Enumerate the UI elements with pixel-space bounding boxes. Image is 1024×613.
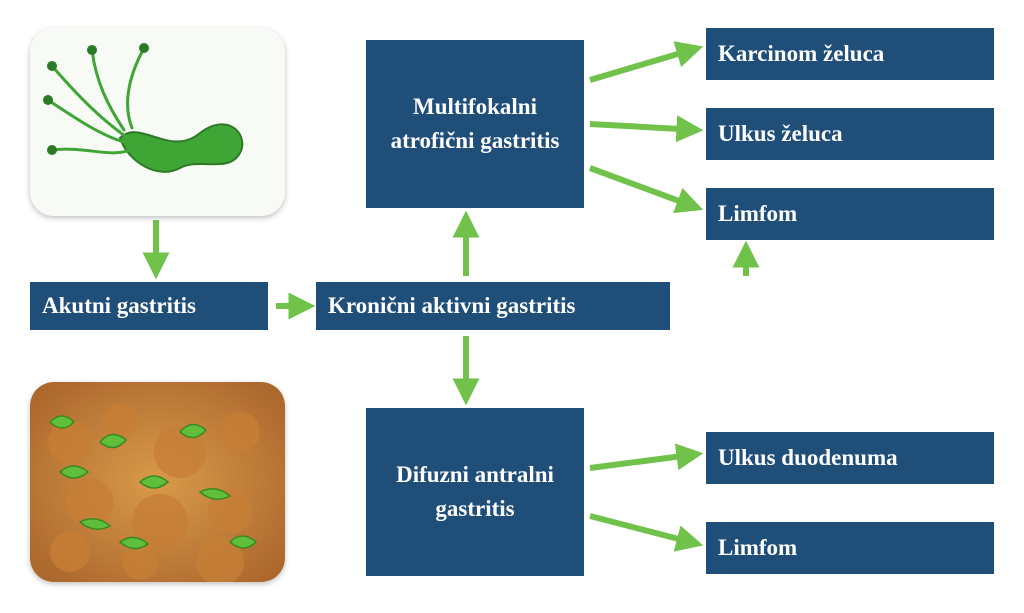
- node-ulkus-duodenuma: Ulkus duodenuma: [706, 432, 994, 484]
- label-akutni: Akutni gastritis: [42, 289, 196, 324]
- label-multifokalni: Multifokalni atrofični gastritis: [378, 90, 572, 159]
- label-limfom2: Limfom: [718, 531, 797, 566]
- node-kronicni-aktivni-gastritis: Kronični aktivni gastritis: [316, 282, 670, 330]
- edge-multi-to-karcinom: [590, 48, 698, 80]
- node-multifokalni-atroficni-gastritis: Multifokalni atrofični gastritis: [366, 40, 584, 208]
- label-kronicni: Kronični aktivni gastritis: [328, 289, 576, 324]
- node-akutni-gastritis: Akutni gastritis: [30, 282, 268, 330]
- edge-difuzni-to-ulkus-duod: [590, 454, 698, 468]
- image-hpylori-mucosa: [30, 382, 285, 582]
- node-difuzni-antralni-gastritis: Difuzni antralni gastritis: [366, 408, 584, 576]
- node-karcinom-zeluca: Karcinom želuca: [706, 28, 994, 80]
- node-limfom-2: Limfom: [706, 522, 994, 574]
- edge-difuzni-to-limfom2: [590, 516, 698, 544]
- image-hpylori-bacterium: [30, 28, 285, 216]
- label-ulkus-duod: Ulkus duodenuma: [718, 441, 898, 476]
- label-karcinom: Karcinom želuca: [718, 37, 884, 72]
- diagram-canvas: { "diagram": { "type": "flowchart", "bac…: [0, 0, 1024, 613]
- edge-multi-to-limfom1: [590, 168, 698, 208]
- edge-multi-to-ulkus-zeluca: [590, 124, 698, 130]
- label-ulkus-zeluca: Ulkus želuca: [718, 117, 843, 152]
- node-ulkus-zeluca: Ulkus želuca: [706, 108, 994, 160]
- label-limfom1: Limfom: [718, 197, 797, 232]
- node-limfom-1: Limfom: [706, 188, 994, 240]
- label-difuzni: Difuzni antralni gastritis: [378, 458, 572, 527]
